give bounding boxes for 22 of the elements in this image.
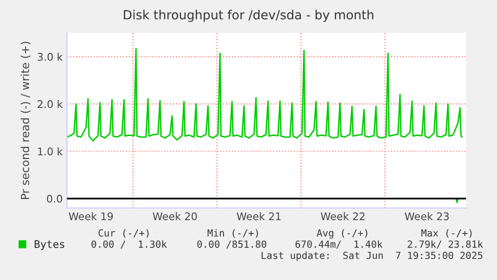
legend-label: Bytes: [34, 240, 64, 250]
text: Last update: Sat Jun 7 19:35:00 2025: [262, 252, 482, 261]
text: Min (-/+): [208, 229, 258, 238]
y-tick-label: 2.0 k: [38, 100, 63, 108]
line-series: [67, 48, 463, 142]
chart-title: Disk throughput for /dev/sda - by month: [124, 10, 374, 22]
text: 0.00 / 1.30k: [92, 240, 167, 249]
text: Avg (-/+): [316, 229, 368, 239]
y-axis-title: Pr second read (-) / write (+): [20, 42, 31, 200]
text: Max (-/+): [421, 229, 472, 238]
x-tick-label: Week 22: [320, 212, 365, 220]
y-tick-label: 1.0 k: [38, 147, 63, 156]
x-tick-label: Week 21: [236, 212, 281, 220]
text: 0.00 /851.80: [197, 240, 266, 249]
text: 2.79k/ 23.81k: [408, 240, 483, 249]
y-tick-label: 0.0: [46, 194, 62, 203]
text: Cur (-/+): [98, 229, 149, 238]
x-tick-label: Week 19: [68, 212, 113, 220]
x-tick-label: Week 23: [404, 212, 449, 220]
y-tick-label: 3.0 k: [38, 52, 63, 61]
x-tick-label: Week 20: [152, 212, 197, 220]
text: 670.44m/ 1.40k: [296, 240, 383, 249]
